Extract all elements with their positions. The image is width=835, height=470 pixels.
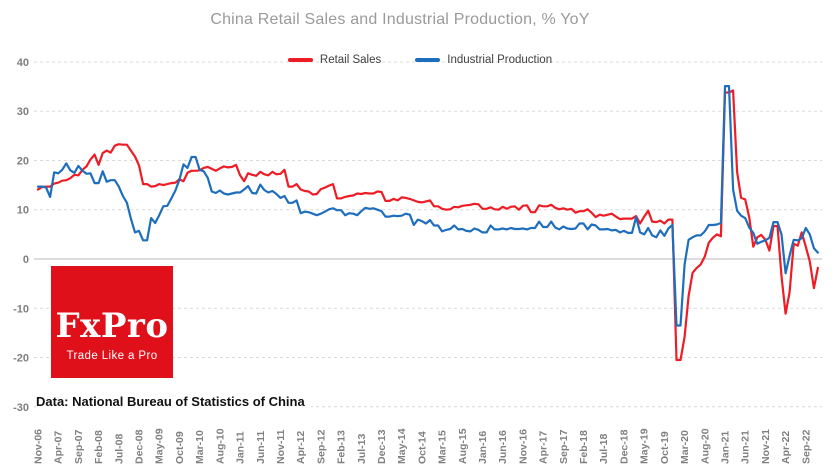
x-axis-tick-label: Jul-08 [113, 433, 125, 464]
x-axis-tick-label: Sep-07 [73, 429, 85, 464]
fxpro-tagline: Trade Like a Pro [66, 349, 158, 362]
industrial-production-line-swatch [415, 58, 441, 62]
x-axis-tick-label: Jan-16 [477, 431, 489, 464]
x-axis-tick-label: Mar-20 [679, 430, 691, 464]
x-axis-tick-label: Sep-22 [800, 429, 812, 464]
chart-title: China Retail Sales and Industrial Produc… [210, 11, 590, 28]
x-axis-tick-label: Nov-06 [33, 429, 45, 464]
x-axis-tick-label: Dec-18 [618, 429, 630, 464]
source-note: Data: National Bureau of Statistics of C… [36, 394, 311, 409]
series-line-industrial-production [36, 84, 820, 327]
x-axis-tick-label: Oct-19 [659, 431, 671, 464]
x-axis-tick-label: Aug-10 [214, 428, 226, 464]
x-axis-tick-label: Mar-10 [194, 430, 206, 464]
y-axis-tick-label: 30 [17, 106, 29, 118]
x-axis-tick-label: Jun-11 [255, 431, 267, 464]
y-axis-tick-label: 20 [17, 155, 29, 167]
x-axis-tick-label: Nov-11 [275, 429, 287, 464]
x-axis-tick-label: May-09 [154, 428, 166, 464]
x-axis-tick-label: Nov-21 [760, 429, 772, 464]
x-axis-tick-label: Sep-12 [315, 429, 327, 464]
x-axis-tick-label: Jul-18 [598, 433, 610, 464]
chart-legend: Retail Sales Industrial Production [0, 54, 835, 66]
legend-item-industrial-production: Industrial Production [415, 54, 552, 66]
x-axis-tick-label: May-19 [639, 428, 651, 464]
x-axis-tick-label: Feb-18 [578, 430, 590, 464]
legend-label-retail-sales: Retail Sales [319, 54, 382, 66]
x-axis-tick-label: Jun-16 [497, 430, 509, 464]
series-line-retail-sales [36, 89, 820, 362]
x-axis-tick-label: Apr-22 [780, 431, 792, 464]
x-axis-tick-label: Jun-21 [740, 430, 752, 464]
y-axis-tick-label: -20 [13, 353, 29, 365]
x-axis-tick-label: Feb-08 [93, 430, 105, 464]
x-axis-tick-label: Dec-08 [134, 429, 146, 464]
x-axis-tick-label: Sep-17 [558, 429, 570, 464]
x-axis-tick-label: Aug-20 [699, 428, 711, 464]
x-axis-tick-label: Jan-11 [235, 431, 247, 464]
x-axis-tick-label: Mar-15 [437, 430, 449, 464]
y-axis-tick-label: -30 [13, 402, 29, 414]
y-axis-tick-label: 10 [17, 205, 29, 217]
legend-item-retail-sales: Retail Sales [287, 54, 382, 66]
retail-sales-line-swatch [287, 58, 313, 62]
x-axis-tick-label: Nov-16 [517, 429, 529, 464]
x-axis-tick-label: Dec-13 [376, 429, 388, 464]
x-axis-tick-label: Apr-12 [295, 431, 307, 464]
x-axis-tick-label: Oct-09 [174, 431, 186, 464]
x-axis-tick-label: Apr-07 [53, 431, 65, 464]
y-axis-tick-label: 40 [17, 57, 29, 69]
x-axis-tick-label: Apr-17 [538, 431, 550, 464]
y-axis-tick-label: 0 [23, 254, 29, 266]
x-axis-tick-label: May-14 [396, 428, 408, 464]
fxpro-logo: FxPro Trade Like a Pro [51, 266, 173, 378]
x-axis-tick-label: Feb-13 [336, 430, 348, 464]
legend-label-industrial-production: Industrial Production [447, 54, 553, 66]
fxpro-wordmark: FxPro [55, 305, 169, 346]
x-axis-tick-label: Aug-15 [457, 428, 469, 464]
x-axis-tick-label: Jul-13 [356, 433, 368, 464]
x-axis-tick-label: Jan-21 [720, 431, 732, 464]
y-axis-tick-label: -10 [13, 303, 29, 315]
x-axis-tick-label: Oct-14 [416, 431, 428, 464]
